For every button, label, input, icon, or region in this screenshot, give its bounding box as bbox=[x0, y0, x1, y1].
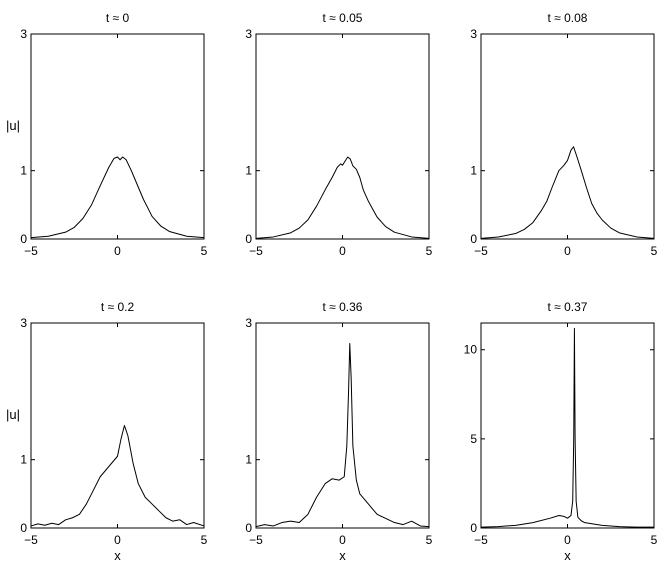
axes-box bbox=[255, 33, 430, 240]
y-tick-label: 1 bbox=[20, 453, 27, 467]
x-axis-label: x bbox=[339, 548, 346, 563]
series-line bbox=[30, 425, 205, 527]
subplot-title: t ≈ 0 bbox=[106, 11, 130, 25]
y-axis-label: |u| bbox=[6, 118, 20, 133]
x-tick-label: 5 bbox=[651, 533, 658, 547]
subplot-title: t ≈ 0.36 bbox=[323, 300, 363, 314]
x-tick-label: 5 bbox=[651, 244, 658, 258]
x-tick-label: 0 bbox=[564, 533, 571, 547]
y-tick-label: 3 bbox=[20, 316, 27, 330]
y-tick-label: 0 bbox=[245, 232, 252, 246]
y-tick-label: 0 bbox=[245, 521, 252, 535]
x-tick-label: −5 bbox=[24, 533, 38, 547]
y-tick-label: 0 bbox=[20, 521, 27, 535]
y-tick-label: 0 bbox=[470, 232, 477, 246]
subplot-title: t ≈ 0.05 bbox=[323, 11, 363, 25]
y-tick-label: 0 bbox=[470, 521, 477, 535]
x-axis-label: x bbox=[564, 548, 571, 563]
y-tick-label: 3 bbox=[20, 27, 27, 41]
y-tick-label: 1 bbox=[470, 164, 477, 178]
series-line bbox=[480, 146, 655, 239]
x-tick-label: 0 bbox=[564, 244, 571, 258]
series-line bbox=[30, 156, 205, 239]
y-tick-label: 3 bbox=[245, 316, 252, 330]
x-tick-label: −5 bbox=[249, 244, 263, 258]
subplot-title: t ≈ 0.2 bbox=[101, 300, 135, 314]
axes-box bbox=[480, 33, 655, 240]
axes-box bbox=[255, 322, 430, 529]
y-tick-label: 3 bbox=[245, 27, 252, 41]
series-line bbox=[480, 327, 654, 528]
x-tick-label: 5 bbox=[426, 244, 433, 258]
y-tick-label: 1 bbox=[245, 164, 252, 178]
subplot-title: t ≈ 0.37 bbox=[548, 300, 588, 314]
x-tick-label: 0 bbox=[339, 533, 346, 547]
y-axis-label: |u| bbox=[6, 407, 20, 422]
y-tick-label: 1 bbox=[245, 453, 252, 467]
series-line bbox=[255, 343, 430, 528]
axes-box bbox=[30, 322, 205, 529]
y-tick-label: 1 bbox=[20, 164, 27, 178]
x-axis-label: x bbox=[114, 548, 121, 563]
x-tick-label: −5 bbox=[474, 533, 488, 547]
y-tick-label: 5 bbox=[470, 432, 477, 446]
x-tick-label: 0 bbox=[339, 244, 346, 258]
y-tick-label: 0 bbox=[20, 232, 27, 246]
series-line bbox=[255, 156, 430, 239]
x-tick-label: 5 bbox=[201, 533, 208, 547]
x-tick-label: −5 bbox=[474, 244, 488, 258]
x-tick-label: −5 bbox=[24, 244, 38, 258]
y-tick-label: 10 bbox=[464, 343, 478, 357]
axes-box bbox=[30, 33, 205, 240]
x-tick-label: −5 bbox=[249, 533, 263, 547]
axes-box bbox=[480, 322, 655, 529]
x-tick-label: 5 bbox=[426, 533, 433, 547]
x-tick-label: 0 bbox=[114, 533, 121, 547]
x-tick-label: 0 bbox=[114, 244, 121, 258]
y-tick-label: 3 bbox=[470, 27, 477, 41]
subplot-title: t ≈ 0.08 bbox=[548, 11, 588, 25]
x-tick-label: 5 bbox=[201, 244, 208, 258]
